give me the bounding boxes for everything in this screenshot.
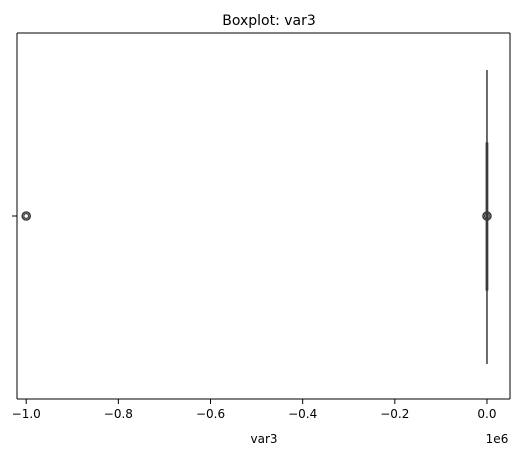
outlier-point-inner [23,213,30,220]
x-axis-label: var3 [250,432,277,446]
x-axis-offset-label: 1e6 [486,432,509,446]
box-layer [21,70,492,364]
x-tick-label: −0.6 [196,407,225,421]
x-tick-label: −0.8 [104,407,133,421]
box-rect [485,142,489,291]
x-tick-label: −0.2 [380,407,409,421]
x-tick-label: −0.4 [288,407,317,421]
outlier-point-inner [483,213,490,220]
chart-title: Boxplot: var3 [222,13,316,29]
x-tick-label: −1.0 [12,407,41,421]
plot-area: −1.0 −0.8 −0.6 −0.4 −0.2 0.0 [12,32,511,421]
outlier-point [482,211,492,221]
x-tick-label: 0.0 [477,407,496,421]
x-axis-ticks: −1.0 −0.8 −0.6 −0.4 −0.2 0.0 [12,399,497,421]
outlier-point [21,211,32,221]
